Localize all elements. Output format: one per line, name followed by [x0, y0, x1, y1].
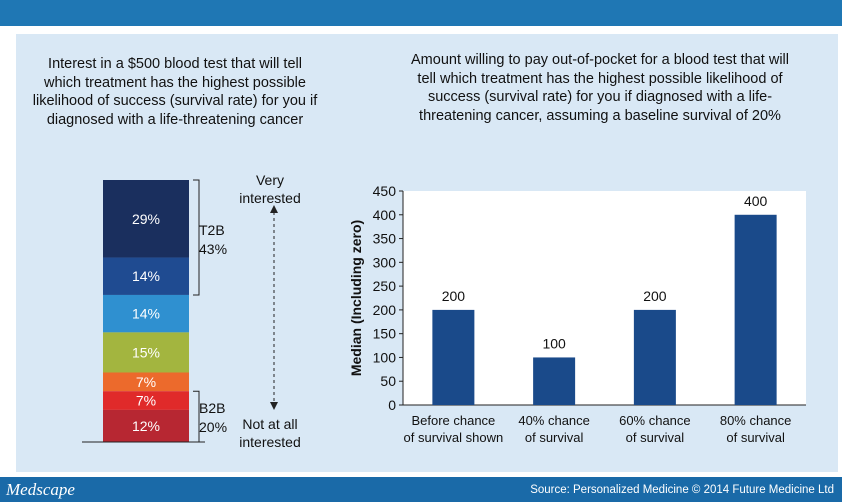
x-tick-label-0-line-1: of survival shown — [404, 430, 504, 445]
footer-bar — [0, 477, 842, 502]
stack-segment-label-1: 14% — [132, 268, 160, 284]
stack-segment-3 — [103, 332, 189, 373]
stack-segment-0 — [103, 180, 189, 258]
bar-0 — [432, 309, 475, 405]
scale-arrow-head-up — [270, 205, 278, 213]
stack-segment-6 — [103, 409, 189, 442]
stack-segment-label-5: 7% — [136, 393, 156, 409]
x-tick-label-0-line-0: Before chance — [411, 413, 495, 428]
x-tick-label-2-line-1: of survival — [626, 430, 685, 445]
y-axis-title: Median (Including zero) — [348, 220, 364, 376]
scale-top-label: Very interested — [239, 172, 301, 206]
t2b-label-value: 43% — [199, 241, 227, 257]
x-tick-label-1-line-1: of survival — [525, 430, 584, 445]
bar-1 — [533, 357, 576, 405]
stack-segment-5 — [103, 391, 189, 410]
stack-segment-label-3: 15% — [132, 344, 160, 360]
medscape-logo: Medscape — [6, 480, 75, 499]
y-tick-label-400: 400 — [373, 207, 397, 223]
y-tick-label-300: 300 — [373, 254, 397, 270]
bar-value-label-0: 200 — [442, 288, 466, 304]
y-tick-label-150: 150 — [373, 326, 397, 342]
bar-value-label-3: 400 — [744, 193, 768, 209]
x-tick-label-1-line-0: 40% chance — [518, 413, 590, 428]
t2b-label-name: T2B — [199, 222, 225, 238]
b2b-label-name: B2B — [199, 400, 225, 416]
stack-segment-label-6: 12% — [132, 418, 160, 434]
bar-2 — [633, 309, 676, 405]
stack-segment-label-4: 7% — [136, 374, 156, 390]
bar-3 — [734, 214, 777, 405]
stack-segment-label-2: 14% — [132, 306, 160, 322]
x-tick-label-3-line-0: 80% chance — [720, 413, 792, 428]
stacked-chart-title: Interest in a $500 blood test that will … — [32, 56, 318, 128]
stack-segment-1 — [103, 257, 189, 295]
scale-bottom-label: Not at all interested — [239, 416, 301, 450]
x-tick-label-3-line-1: of survival — [726, 430, 785, 445]
stack-segment-4 — [103, 372, 189, 392]
b2b-label-value: 20% — [199, 419, 227, 435]
x-tick-label-2-line-0: 60% chance — [619, 413, 691, 428]
y-tick-label-350: 350 — [373, 231, 397, 247]
stack-segment-2 — [103, 294, 189, 333]
stack-segment-label-0: 29% — [132, 211, 160, 227]
bar-value-label-2: 200 — [643, 288, 667, 304]
scale-arrow-head-down — [270, 402, 278, 410]
y-tick-label-0: 0 — [388, 397, 396, 413]
top-banner — [0, 0, 842, 26]
bar-value-label-1: 100 — [542, 335, 566, 351]
y-tick-label-50: 50 — [380, 373, 396, 389]
source-credit: Source: Personalized Medicine © 2014 Fut… — [530, 484, 834, 496]
y-tick-label-100: 100 — [373, 349, 397, 365]
y-tick-label-200: 200 — [373, 302, 397, 318]
y-tick-label-250: 250 — [373, 278, 397, 294]
t2b-bracket — [193, 179, 200, 296]
bar-chart-title: Amount willing to pay out-of-pocket for … — [411, 52, 789, 124]
b2b-bracket — [193, 390, 200, 443]
y-tick-label-450: 450 — [373, 183, 397, 199]
